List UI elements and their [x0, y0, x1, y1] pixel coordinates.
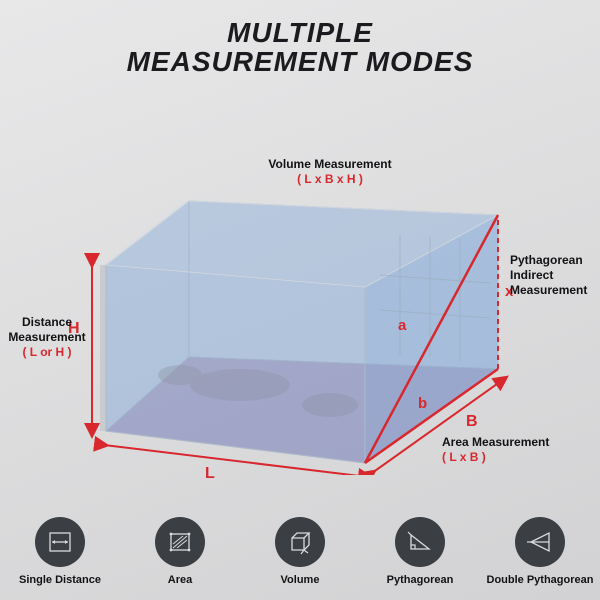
label-volume: Volume Measurement ( L x B x H ): [230, 157, 430, 187]
title-line-1: MULTIPLE: [0, 18, 600, 47]
icon-label: Area: [168, 574, 192, 586]
icon-label: Volume: [281, 574, 320, 586]
volume-icon: [275, 517, 325, 567]
label-area: Area Measurement ( L x B ): [442, 435, 592, 465]
icon-item-volume: Volume: [255, 517, 345, 586]
label-distance: Distance Measurement ( L or H ): [2, 315, 92, 360]
icon-label: Single Distance: [19, 574, 101, 586]
icon-label: Pythagorean: [387, 574, 454, 586]
icon-label: Double Pythagorean: [487, 574, 594, 586]
title-line-2: MEASUREMENT MODES: [0, 47, 600, 76]
left-slab: [100, 265, 106, 431]
dim-b: b: [418, 395, 427, 412]
icon-item-double-pyth: Double Pythagorean: [495, 517, 585, 586]
area-icon: [155, 517, 205, 567]
room-diagram: H L B a b x Volume Measurement ( L x B x…: [0, 85, 600, 475]
single-distance-icon: [35, 517, 85, 567]
icon-item-single-distance: Single Distance: [15, 517, 105, 586]
pythagorean-icon: [395, 517, 445, 567]
page-title: MULTIPLE MEASUREMENT MODES: [0, 0, 600, 77]
dim-B: B: [466, 413, 478, 431]
icon-item-pythagorean: Pythagorean: [375, 517, 465, 586]
front-wall: [106, 265, 365, 463]
icon-item-area: Area: [135, 517, 225, 586]
dim-a: a: [398, 317, 406, 334]
mode-icons-row: Single Distance Area: [0, 517, 600, 586]
dim-L: L: [205, 465, 215, 483]
double-pythagorean-icon: [515, 517, 565, 567]
label-pythagorean: Pythagorean Indirect Measurement: [510, 253, 598, 298]
